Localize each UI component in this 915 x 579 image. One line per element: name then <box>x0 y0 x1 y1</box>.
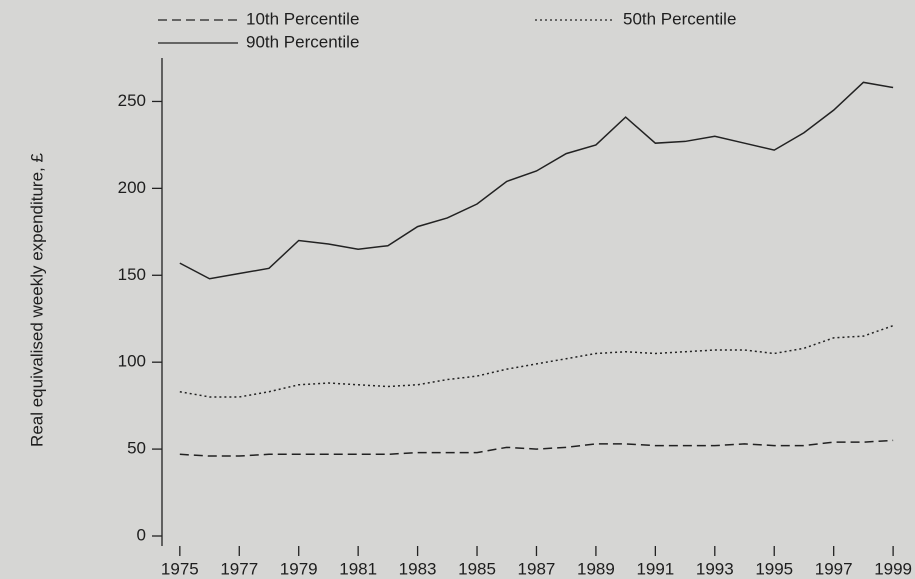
x-tick-label: 1999 <box>874 559 912 578</box>
legend-label: 10th Percentile <box>246 9 359 28</box>
y-axis-label: Real equivalised weekly expenditure, £ <box>27 153 46 447</box>
y-tick-label: 0 <box>137 525 146 544</box>
x-tick-label: 1995 <box>755 559 793 578</box>
x-tick-label: 1975 <box>161 559 199 578</box>
x-tick-label: 1981 <box>339 559 377 578</box>
y-tick-label: 200 <box>118 178 146 197</box>
series-line <box>179 439 894 457</box>
x-tick-label: 1991 <box>636 559 674 578</box>
y-tick-label: 100 <box>118 352 146 371</box>
y-tick-label: 150 <box>118 265 146 284</box>
series-line <box>179 81 894 280</box>
x-tick-label: 1993 <box>696 559 734 578</box>
x-tick-label: 1983 <box>399 559 437 578</box>
x-tick-label: 1987 <box>518 559 556 578</box>
y-tick-label: 250 <box>118 91 146 110</box>
x-tick-label: 1977 <box>220 559 258 578</box>
y-tick-label: 50 <box>127 439 146 458</box>
series-line <box>179 324 894 398</box>
x-tick-label: 1979 <box>280 559 318 578</box>
legend-label: 90th Percentile <box>246 32 359 51</box>
legend-label: 50th Percentile <box>623 9 736 28</box>
x-tick-label: 1989 <box>577 559 615 578</box>
x-tick-label: 1985 <box>458 559 496 578</box>
x-tick-label: 1997 <box>815 559 853 578</box>
